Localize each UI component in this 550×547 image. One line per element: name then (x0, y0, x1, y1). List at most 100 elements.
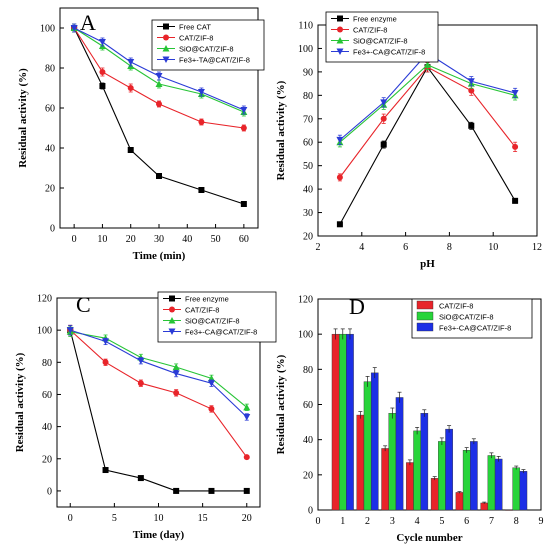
data-point (467, 78, 475, 85)
data-point (137, 475, 144, 482)
series-line (339, 66, 516, 225)
legend-label: SiO@CAT/ZIF-8 (179, 45, 234, 54)
y-tick-label: 60 (303, 400, 313, 411)
legend-label: SiO@CAT/ZIF-8 (439, 313, 494, 322)
legend-label: SiO@CAT/ZIF-8 (353, 37, 408, 46)
bar (438, 441, 446, 511)
legend-marker (163, 23, 169, 30)
data-point (208, 487, 215, 494)
legend-marker (162, 56, 170, 63)
legend-label: Fe3+-CA@CAT/ZIF-8 (439, 324, 511, 333)
legend: Free enzyme CAT/ZIF-8 SiO@CAT/ZIF-8 Fe3+-CA… (325, 11, 439, 63)
bar (420, 413, 429, 511)
data-point (336, 174, 343, 181)
data-point (156, 173, 162, 179)
panel-A: A 0 20 40 60 80 100 0 10 20 30 40 50 60 Time (min) Resi… (17, 7, 265, 262)
data-point (243, 454, 250, 461)
legend-label: CAT/ZIF-8 (439, 302, 473, 311)
bar (470, 441, 478, 511)
data-point (102, 359, 109, 366)
y-tick-label: 40 (303, 435, 313, 446)
data-point (198, 119, 205, 125)
data-point (156, 101, 162, 107)
legend-label: Free CAT (179, 23, 211, 32)
bar (388, 413, 397, 511)
legend-marker (336, 37, 344, 44)
data-point (99, 69, 106, 75)
legend-label: Free enzyme (353, 15, 397, 24)
y-tick-label: 80 (45, 64, 55, 75)
data-point (172, 370, 180, 378)
x-tick-label: 10 (97, 234, 107, 245)
x-tick-label: 10 (488, 242, 498, 253)
bar (480, 502, 489, 511)
bar (455, 492, 464, 511)
panel-letter: C (76, 292, 91, 317)
legend-swatch (416, 311, 434, 321)
y-axis-label: Residual activity (%) (275, 80, 287, 180)
legend: Free CAT CAT/ZIF-8 SiO@CAT/ZIF-8 Fe3+-TA@CA… (151, 19, 265, 71)
x-tick-label: 4 (415, 516, 420, 527)
series-line (73, 27, 245, 113)
y-tick-label: 0 (50, 224, 55, 235)
data-point (424, 61, 431, 68)
legend-label: Free enzyme (185, 295, 229, 304)
x-tick-label: 15 (198, 513, 208, 524)
x-tick-label: 30 (154, 234, 164, 245)
bar (487, 455, 496, 511)
data-point (66, 327, 74, 334)
data-point (240, 107, 248, 114)
legend-marker (168, 328, 176, 335)
y-tick-label: 40 (42, 422, 52, 433)
x-axis-label: Time (min) (133, 250, 186, 262)
y-tick-label: 100 (298, 44, 313, 55)
data-point (137, 380, 144, 387)
bar (505, 509, 513, 511)
data-point (511, 89, 519, 97)
x-tick-label: 6 (464, 516, 469, 527)
y-tick-label: 40 (303, 185, 313, 196)
x-tick-label: 3 (390, 516, 395, 527)
x-tick-label: 6 (403, 242, 408, 253)
y-tick-label: 100 (37, 326, 52, 337)
x-axis-label: pH (420, 258, 435, 270)
x-tick-label: 0 (72, 234, 77, 245)
series-line (70, 331, 248, 408)
data-point (336, 221, 343, 228)
x-tick-label: 40 (182, 234, 192, 245)
y-tick-label: 20 (42, 454, 52, 465)
y-axis-label: Residual activity (%) (17, 68, 29, 168)
x-tick-label: 60 (239, 234, 249, 245)
y-axis-label: Residual activity (%) (275, 354, 287, 454)
bar (346, 333, 354, 511)
legend-marker (169, 306, 175, 313)
y-tick-label: 20 (303, 232, 313, 243)
data-point (207, 380, 215, 387)
x-tick-label: 9 (539, 516, 544, 527)
bar (430, 478, 439, 511)
x-tick-label: 1 (340, 516, 345, 527)
data-point (99, 83, 106, 89)
y-tick-label: 50 (303, 161, 313, 172)
x-tick-label: 5 (112, 513, 117, 524)
data-point (173, 389, 180, 396)
legend-swatch (416, 322, 434, 332)
legend-box (325, 11, 439, 63)
data-point (98, 39, 106, 46)
series-line (73, 27, 245, 111)
y-tick-label: 80 (303, 365, 313, 376)
x-axis-label: Cycle number (396, 532, 462, 544)
bar (363, 381, 372, 511)
data-point (240, 125, 247, 131)
data-point (512, 143, 519, 150)
bar (413, 430, 421, 511)
y-tick-label: 30 (303, 208, 313, 219)
panel-letter: D (349, 294, 365, 319)
y-tick-label: 40 (45, 144, 55, 155)
data-point (380, 99, 388, 106)
data-point (243, 403, 251, 411)
bar (519, 471, 528, 511)
series-line (69, 329, 248, 458)
series-line (339, 66, 516, 178)
